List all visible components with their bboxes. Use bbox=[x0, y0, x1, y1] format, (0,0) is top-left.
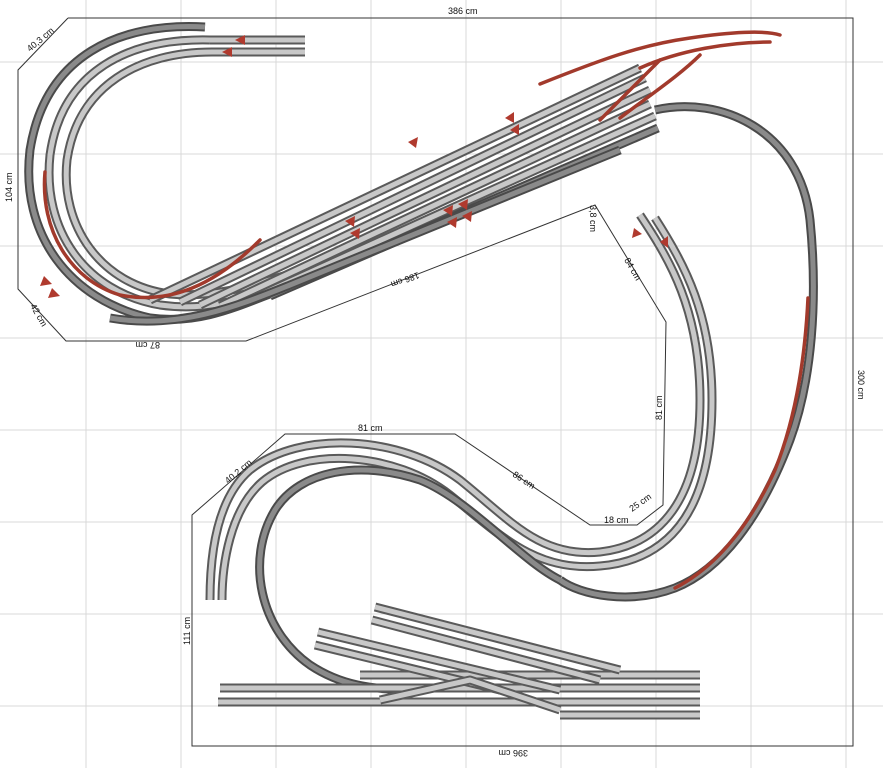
arrow-marker bbox=[447, 217, 457, 228]
dim-lower-top: 81 cm bbox=[358, 423, 383, 433]
arrow-marker bbox=[235, 35, 245, 45]
dim-bottom: 396 cm bbox=[498, 748, 528, 758]
dim-upper-right: 40,3 cm bbox=[25, 25, 56, 53]
right-mainline-track bbox=[557, 102, 818, 602]
dim-inner-right: 81 cm bbox=[654, 395, 664, 420]
dim-lower-step-diag: 25 cm bbox=[627, 491, 653, 513]
dim-upper-diag: 186 cm bbox=[390, 270, 421, 289]
arrow-marker bbox=[510, 124, 519, 135]
dim-lower-diag: 86 cm bbox=[511, 469, 537, 491]
arrow-marker bbox=[443, 205, 453, 216]
arrow-marker bbox=[660, 236, 668, 248]
dim-left-upper: 104 cm bbox=[4, 172, 14, 202]
dim-lower-left-diag: 42 cm bbox=[28, 302, 49, 328]
diagonal-yard-tracks bbox=[109, 63, 660, 326]
dim-notch-top: 3,8 cm bbox=[588, 205, 598, 232]
arrow-marker bbox=[345, 216, 355, 227]
lower-loop-track bbox=[255, 465, 563, 695]
arrow-marker bbox=[462, 211, 472, 222]
direction-arrows bbox=[40, 35, 668, 298]
layout-outline bbox=[17, 17, 854, 747]
arrow-marker bbox=[48, 288, 60, 298]
dim-bottom-upper: 87 cm bbox=[135, 340, 160, 350]
highlighted-routes bbox=[42, 30, 810, 590]
arrow-marker bbox=[350, 228, 360, 239]
dim-top: 386 cm bbox=[448, 6, 478, 16]
arrow-marker bbox=[632, 228, 642, 238]
middle-s-curve-tracks bbox=[205, 212, 717, 601]
dim-left-lower: 111 cm bbox=[182, 617, 192, 645]
dim-lower-step: 18 cm bbox=[604, 515, 629, 525]
dim-notch-side: 84 cm bbox=[622, 256, 643, 282]
arrow-marker bbox=[222, 47, 232, 57]
arrow-marker bbox=[40, 276, 52, 286]
arrow-marker bbox=[505, 112, 514, 123]
lower-yard-tracks bbox=[218, 602, 700, 720]
arrow-marker bbox=[458, 199, 468, 210]
arrow-marker bbox=[408, 137, 418, 148]
dim-right-side: 300 cm bbox=[856, 370, 866, 400]
